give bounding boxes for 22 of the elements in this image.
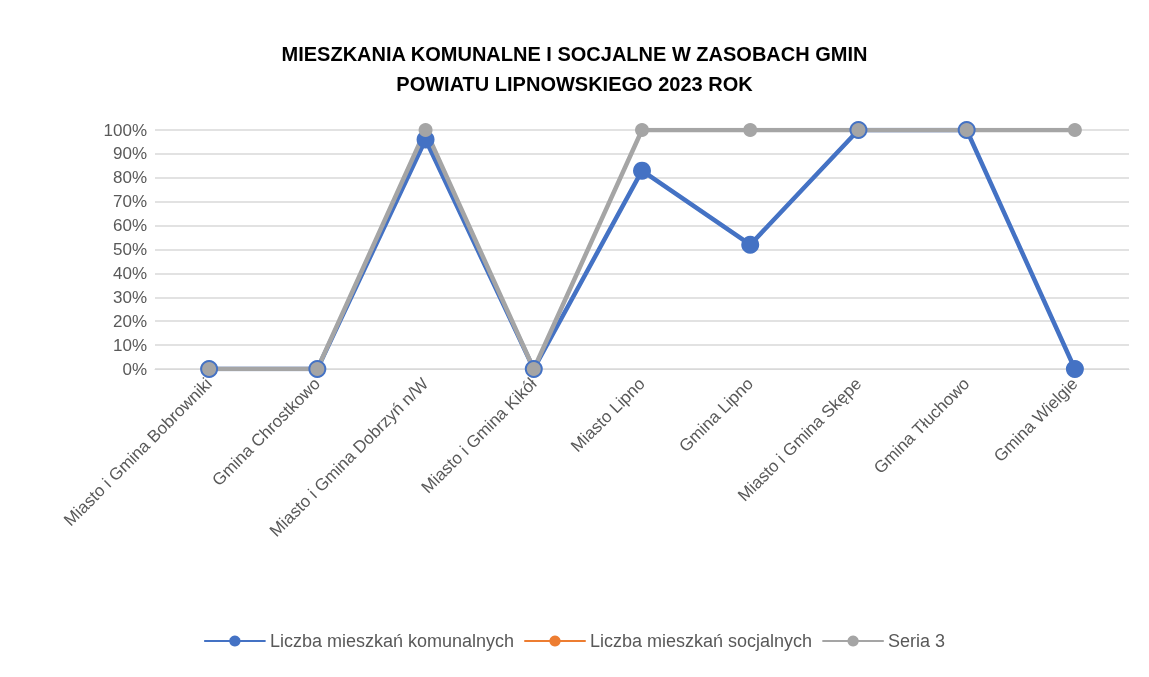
y-tick-label: 60% [112,216,147,236]
y-tick-label: 30% [112,287,147,307]
point [741,235,760,254]
point [743,123,758,137]
point [633,161,651,180]
point [635,123,649,137]
y-tick-label: 40% [112,263,147,283]
y-tick-label: 100% [103,120,147,140]
y-tick-label: 0% [122,359,147,379]
chart-title: MIESZKANIA KOMUNALNE I SOCJALNE W ZASOBACH GMIN POWIATU LIPNOWSKIEGO 2023 ROK [281,43,868,95]
legend-label: Liczba mieszkań socjalnych [589,631,813,651]
legend-label: Seria 3 [888,631,946,651]
point [1065,360,1084,378]
y-tick-label: 10% [112,335,147,355]
y-tick-label: 90% [112,144,147,164]
y-tick-label: 50% [112,240,147,259]
point [418,123,433,137]
legend-label: Liczba mieszkań komunalnych [269,631,514,651]
y-tick-label: 70% [112,192,147,212]
y-tick-label: 20% [112,311,147,331]
point [1067,123,1082,137]
y-tick-label: 80% [112,168,147,188]
